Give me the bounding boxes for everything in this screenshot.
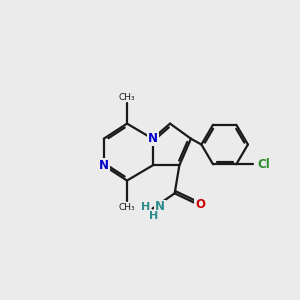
Text: N: N [155, 200, 165, 213]
Text: H: H [149, 211, 158, 221]
Text: N: N [99, 159, 109, 172]
Text: H: H [141, 202, 150, 212]
Text: O: O [195, 199, 205, 212]
Text: CH₃: CH₃ [119, 202, 135, 211]
Text: Cl: Cl [258, 158, 270, 171]
Text: CH₃: CH₃ [119, 92, 135, 101]
Text: N: N [148, 132, 158, 145]
